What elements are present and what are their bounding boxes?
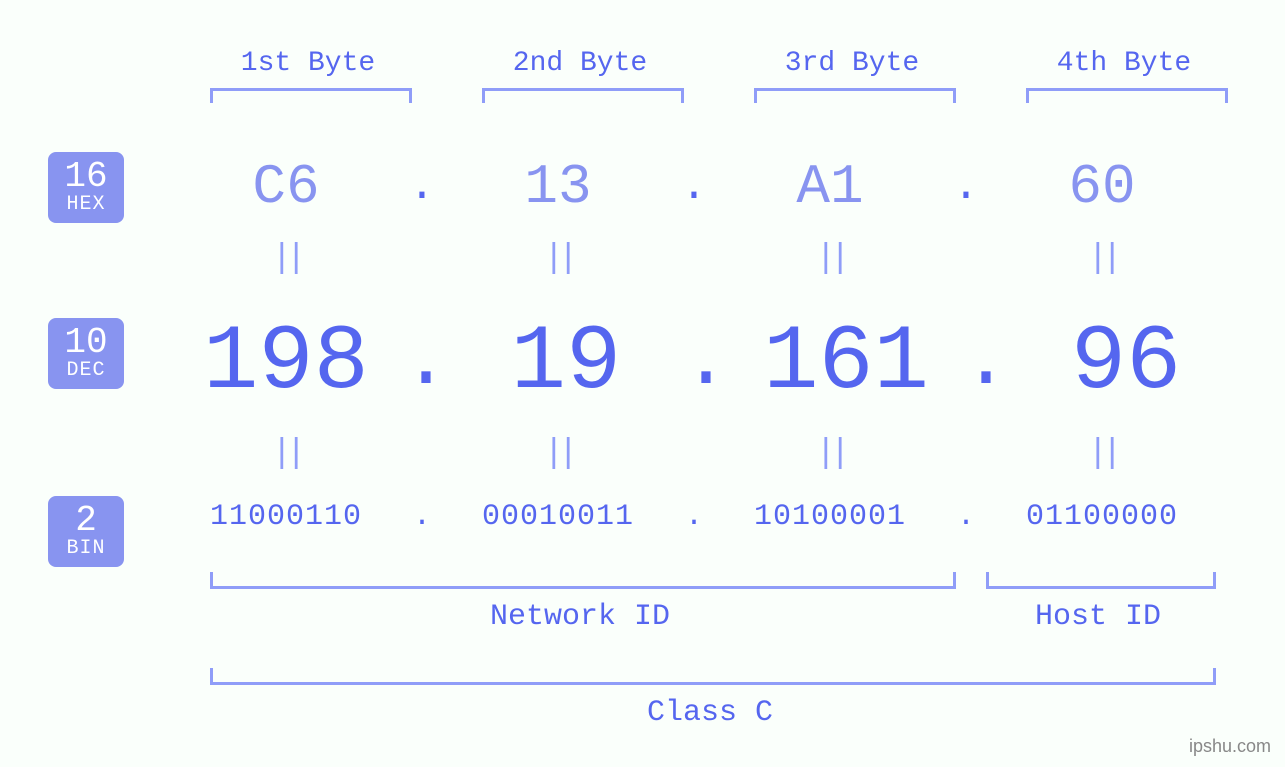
bin-dot-2: . <box>674 500 714 534</box>
network-id-bracket <box>210 572 956 589</box>
dec-dot-2: . <box>682 317 730 408</box>
byte-header-2: 2nd Byte <box>480 48 680 79</box>
hex-dot-1: . <box>402 162 442 212</box>
bin-byte-4: 01100000 <box>986 500 1218 534</box>
bin-badge-label: BIN <box>48 538 124 559</box>
dec-byte-3: 161 <box>730 310 962 415</box>
bin-dot-1: . <box>402 500 442 534</box>
byte-header-1: 1st Byte <box>208 48 408 79</box>
equals-icon: || <box>170 240 402 278</box>
dec-badge-label: DEC <box>48 360 124 381</box>
equals-icon: || <box>986 435 1218 473</box>
equals-row-hex-dec: || || || || <box>170 240 1250 278</box>
hex-dot-2: . <box>674 162 714 212</box>
equals-icon: || <box>986 240 1218 278</box>
bin-badge: 2 BIN <box>48 496 124 567</box>
watermark: ipshu.com <box>1189 736 1271 757</box>
dec-dot-3: . <box>962 317 1010 408</box>
bin-byte-1: 11000110 <box>170 500 402 534</box>
equals-icon: || <box>442 435 674 473</box>
hex-badge-num: 16 <box>48 158 124 196</box>
host-id-label: Host ID <box>986 600 1210 634</box>
hex-byte-4: 60 <box>986 155 1218 219</box>
hex-badge: 16 HEX <box>48 152 124 223</box>
hex-row: C6 . 13 . A1 . 60 <box>170 155 1250 219</box>
bin-badge-num: 2 <box>48 502 124 540</box>
hex-byte-1: C6 <box>170 155 402 219</box>
equals-icon: || <box>170 435 402 473</box>
top-bracket-2 <box>482 88 684 103</box>
dec-dot-1: . <box>402 317 450 408</box>
byte-header-4: 4th Byte <box>1024 48 1224 79</box>
dec-badge-num: 10 <box>48 324 124 362</box>
dec-row: 198 . 19 . 161 . 96 <box>170 310 1250 415</box>
dec-byte-2: 19 <box>450 310 682 415</box>
bin-row: 11000110 . 00010011 . 10100001 . 0110000… <box>170 500 1250 534</box>
hex-byte-3: A1 <box>714 155 946 219</box>
equals-icon: || <box>442 240 674 278</box>
dec-badge: 10 DEC <box>48 318 124 389</box>
equals-row-dec-bin: || || || || <box>170 435 1250 473</box>
hex-byte-2: 13 <box>442 155 674 219</box>
top-bracket-1 <box>210 88 412 103</box>
dec-byte-4: 96 <box>1010 310 1242 415</box>
equals-icon: || <box>714 435 946 473</box>
top-bracket-4 <box>1026 88 1228 103</box>
equals-icon: || <box>714 240 946 278</box>
host-id-bracket <box>986 572 1216 589</box>
byte-header-3: 3rd Byte <box>752 48 952 79</box>
top-bracket-3 <box>754 88 956 103</box>
bin-byte-3: 10100001 <box>714 500 946 534</box>
class-label: Class C <box>210 696 1210 730</box>
dec-byte-1: 198 <box>170 310 402 415</box>
bin-byte-2: 00010011 <box>442 500 674 534</box>
hex-dot-3: . <box>946 162 986 212</box>
hex-badge-label: HEX <box>48 194 124 215</box>
network-id-label: Network ID <box>210 600 950 634</box>
class-bracket <box>210 668 1216 685</box>
bin-dot-3: . <box>946 500 986 534</box>
